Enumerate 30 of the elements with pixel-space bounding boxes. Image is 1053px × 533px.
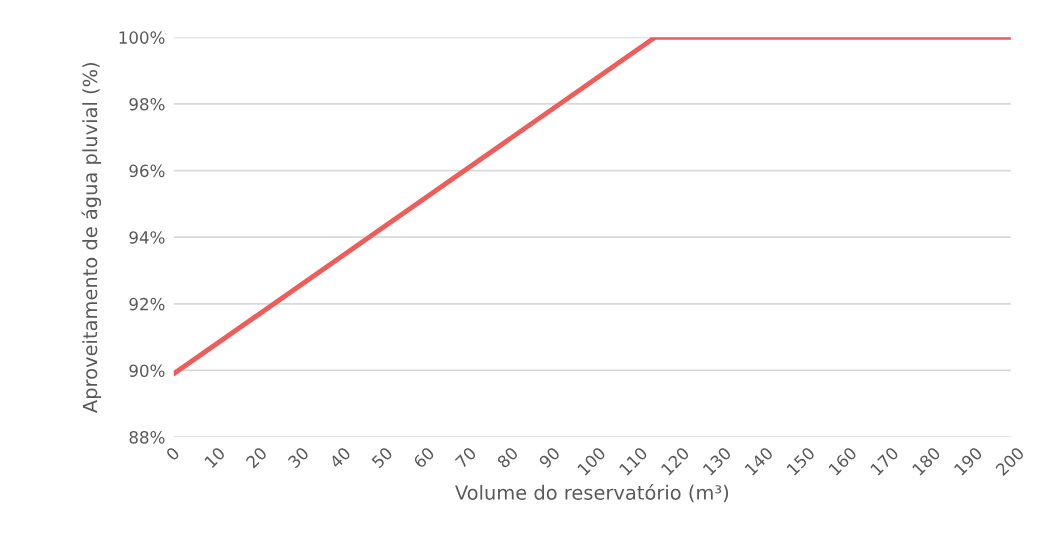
x-tick-label: 70 (454, 446, 477, 469)
x-tick-label: 50 (370, 446, 394, 469)
x-tick-label: 200 (995, 446, 1025, 477)
y-tick-label: 92% (129, 297, 165, 311)
y-axis-title: Aproveitamento de água pluvial (%) (81, 62, 102, 413)
x-tick-label: 140 (744, 446, 774, 476)
x-tick-label: 0 (165, 446, 181, 462)
x-tick-label: 20 (245, 446, 268, 469)
x-tick-label: 130 (702, 446, 732, 476)
x-tick-label: 80 (496, 446, 519, 469)
x-tick-label: 110 (618, 446, 649, 476)
y-tick-label: 88% (129, 431, 165, 444)
x-tick-label: 170 (869, 446, 900, 476)
x-tick-label: 100 (576, 446, 607, 476)
x-tick-label: 40 (328, 446, 352, 469)
x-tick-label: 30 (287, 446, 310, 469)
x-tick-label: 150 (786, 446, 816, 476)
x-tick-label: 90 (538, 446, 561, 469)
x-tick-label: 190 (953, 446, 983, 476)
y-tick-label: 94% (129, 231, 165, 244)
x-tick-label: 10 (203, 446, 226, 469)
y-tick-label: 96% (129, 164, 165, 178)
x-tick-label: 120 (660, 446, 690, 476)
x-axis-title: Volume do reservatório (m³) (455, 484, 729, 503)
x-tick-label: 180 (911, 446, 942, 476)
y-tick-label: 100% (119, 31, 165, 44)
x-tick-label: 160 (828, 446, 858, 476)
x-tick-label: 60 (412, 446, 436, 469)
y-tick-label: 98% (129, 97, 165, 111)
y-tick-label: 90% (129, 364, 165, 377)
